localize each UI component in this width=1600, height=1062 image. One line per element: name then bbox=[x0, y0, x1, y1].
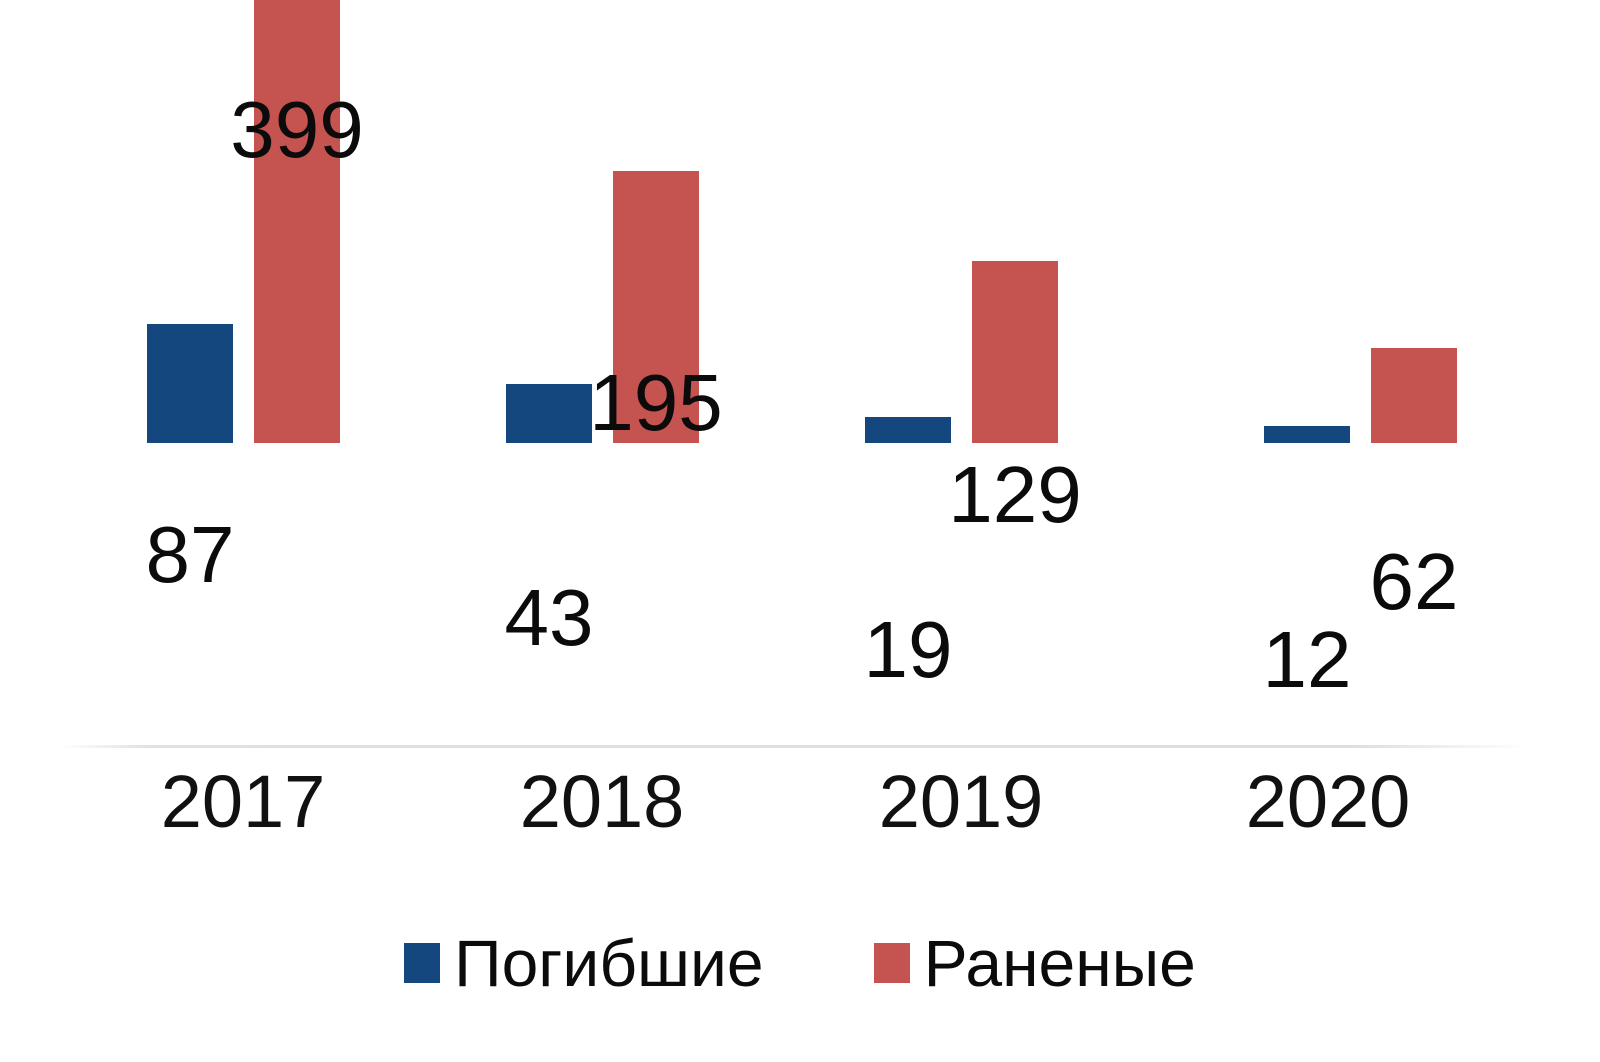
x-tick-label-2018: 2018 bbox=[519, 760, 685, 843]
bar-injured-2020[interactable] bbox=[1371, 348, 1457, 443]
bar-injured-2019[interactable] bbox=[972, 261, 1058, 443]
bar-group-2019: 19 129 bbox=[864, 0, 1082, 760]
bar-group-2017: 87 399 bbox=[146, 0, 364, 760]
chart-legend: Погибшие Раненые bbox=[0, 918, 1600, 1008]
bar-group-2018: 43 195 bbox=[505, 0, 723, 760]
x-tick-label-2020: 2020 bbox=[1245, 760, 1411, 843]
legend-swatch-killed-icon bbox=[404, 943, 441, 983]
plot-area: 87 399 2017 43 195 2018 19 129 2019 12 6… bbox=[60, 0, 1530, 839]
bar-value-injured-2019: 129 bbox=[948, 450, 1082, 539]
legend-item-injured[interactable]: Раненые bbox=[873, 926, 1196, 1000]
legend-swatch-injured-icon bbox=[873, 943, 910, 983]
bar-killed-2020[interactable] bbox=[1264, 426, 1350, 443]
bar-value-killed-2017: 87 bbox=[145, 510, 235, 599]
legend-item-killed[interactable]: Погибшие bbox=[404, 926, 764, 1000]
bar-group-2020: 12 62 bbox=[1263, 0, 1458, 760]
bar-injured-2018[interactable] bbox=[613, 171, 699, 443]
bar-killed-2019[interactable] bbox=[865, 417, 951, 443]
bar-value-injured-2017: 399 bbox=[230, 85, 364, 174]
bar-killed-2017[interactable] bbox=[147, 324, 233, 443]
bar-killed-2018[interactable] bbox=[506, 384, 592, 443]
x-tick-label-2017: 2017 bbox=[160, 760, 326, 843]
bar-injured-2017[interactable] bbox=[254, 0, 340, 443]
legend-label-killed: Погибшие bbox=[454, 926, 764, 1000]
x-tick-label-2019: 2019 bbox=[878, 760, 1044, 843]
bar-value-injured-2018: 195 bbox=[589, 358, 723, 447]
bar-value-killed-2020: 12 bbox=[1262, 615, 1352, 704]
bar-value-killed-2019: 19 bbox=[863, 605, 953, 694]
category-axis-line bbox=[60, 745, 1530, 748]
bar-value-killed-2018: 43 bbox=[504, 573, 594, 662]
legend-label-injured: Раненые bbox=[923, 926, 1196, 1000]
bar-value-injured-2020: 62 bbox=[1369, 537, 1459, 626]
